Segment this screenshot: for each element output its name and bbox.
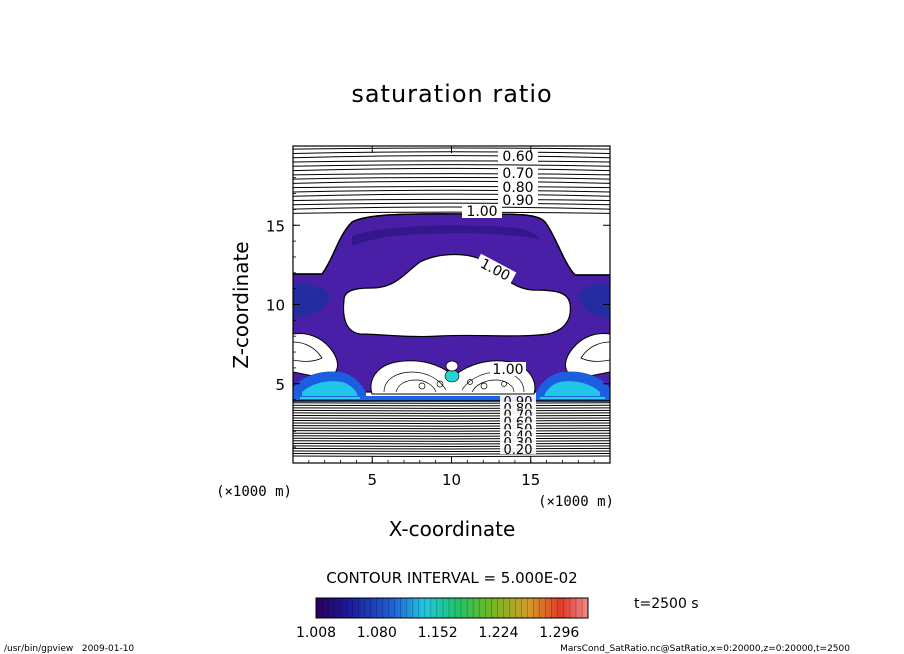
contour-label-bg: [498, 149, 538, 162]
contour-label-bg: [498, 180, 538, 193]
y-unit-label: (×1000 m): [216, 484, 292, 500]
x-tick-label: 10: [442, 471, 461, 489]
stratified-contour-lower: [293, 437, 610, 440]
contour-label-bg: [500, 436, 536, 448]
stratified-contour-lower: [293, 422, 610, 425]
y-tick-label: 15: [266, 217, 285, 235]
x-axis-ticks: 5 10 15: [308, 146, 595, 489]
plot-area: 0.600.700.800.90 0.900.800.700.600.500.4…: [293, 146, 610, 463]
stratified-contour-lower: [293, 425, 610, 427]
stratified-contour-upper: [293, 206, 610, 210]
colorbar-tick-label: 1.296: [539, 625, 579, 641]
footer-right: MarsCond_SatRatio.nc@SatRatio,x=0:20000,…: [560, 644, 850, 654]
contour-label-bg: [500, 408, 536, 420]
stratified-contour-lower: [293, 409, 610, 412]
x-tick-label: 15: [521, 471, 540, 489]
stratified-contour-upper: [293, 180, 610, 184]
supersaturation-band-upper: [352, 225, 540, 246]
x-tick-label: 5: [367, 471, 377, 489]
y-axis-label: Z-coordinate: [229, 241, 253, 368]
stratified-contour-upper: [293, 168, 610, 172]
upper-contour-labels: 0.600.700.800.90: [498, 149, 538, 209]
y-tick-label: 5: [275, 376, 285, 394]
stratified-contour-lower: [293, 445, 610, 447]
supersaturation-band-right: [578, 284, 610, 318]
colorbar: [315, 597, 589, 619]
contour-label-bg: [500, 429, 536, 441]
contour-label-bg: [498, 193, 538, 206]
y-axis-ticks: 5 10 15: [266, 161, 610, 448]
time-label: t=2500 s: [634, 596, 699, 612]
stratified-contour-lower: [293, 435, 610, 437]
contour-label-upper: 0.90: [502, 193, 533, 209]
y-tick-label: 10: [266, 297, 285, 315]
stratified-contour-upper: [293, 202, 610, 206]
stratified-contour-lower: [293, 414, 610, 417]
upper-contour-lines: [293, 147, 610, 214]
lower-contour-labels: 0.900.800.700.600.500.400.300.20: [500, 395, 536, 458]
stratified-contour-lower: [293, 402, 610, 404]
colorbar-tick-label: 1.152: [418, 625, 458, 641]
stratified-contour-upper: [293, 164, 610, 167]
contour-interval-text: CONTOUR INTERVAL = 5.000E-02: [326, 569, 577, 587]
contour-label-upper: 0.60: [502, 149, 533, 165]
stratified-contour-lower: [293, 412, 610, 415]
stratified-contour-upper: [293, 211, 610, 214]
contour-label-lower: 0.20: [504, 443, 533, 458]
colorbar-tick-label: 1.224: [478, 625, 518, 641]
contour-label-bg: [500, 443, 536, 454]
contour-label-bg: [500, 422, 536, 434]
colorbar-divisions: [321, 598, 583, 618]
stratified-contour-lower: [293, 432, 610, 435]
stratified-contour-lower: [293, 420, 610, 422]
right-lobe: [565, 333, 610, 377]
colorbar-tick-labels: 1.008 1.080 1.152 1.224 1.296: [296, 625, 579, 641]
stratified-contour-upper: [293, 193, 610, 197]
footer-left: /usr/bin/gpview 2009-01-10: [4, 644, 134, 654]
subsaturated-core: [342, 253, 571, 338]
stratified-contour-upper: [293, 177, 610, 180]
stratified-contour-upper: [293, 189, 610, 193]
contour-label-bg: [500, 401, 536, 413]
chart-title: saturation ratio: [351, 80, 552, 108]
stratified-contour-lower: [293, 430, 610, 432]
colorbar-tick-label: 1.008: [296, 625, 336, 641]
stratified-contour-lower: [293, 427, 610, 430]
contour-label-inner-lower: 1.00: [492, 362, 523, 378]
stratified-contour-lower: [293, 417, 610, 420]
stratified-contour-lower: [293, 442, 610, 445]
lower-contour-lines: [293, 402, 610, 458]
x-axis-label: X-coordinate: [389, 517, 516, 541]
contour-label-bg: [500, 395, 536, 406]
contour-label-bg: [498, 166, 538, 179]
colorbar-tick-label: 1.080: [357, 625, 397, 641]
stratified-contour-upper: [293, 186, 610, 189]
stratified-contour-lower: [293, 404, 610, 407]
stratified-contour-lower: [293, 440, 610, 442]
stratified-contour-lower: [293, 452, 610, 455]
supersaturation-band-left: [293, 284, 330, 318]
stratified-contour-upper: [293, 173, 610, 176]
stratified-contour-upper: [293, 160, 610, 163]
stratified-contour-upper: [293, 198, 610, 202]
contour-label-upper: 0.70: [502, 166, 533, 182]
stratified-contour-lower: [293, 450, 610, 453]
stratified-contour-upper: [293, 155, 610, 159]
x-unit-label: (×1000 m): [538, 494, 614, 510]
stratified-contour-lower: [293, 407, 610, 409]
contour-label-upper: 0.80: [502, 180, 533, 196]
contour-label-bg: [500, 415, 536, 427]
contour-label-inner-top: 1.00: [466, 204, 497, 220]
stratified-contour-lower: [293, 447, 610, 450]
left-lobe: [293, 333, 338, 377]
central-cyan-spot: [444, 369, 460, 383]
